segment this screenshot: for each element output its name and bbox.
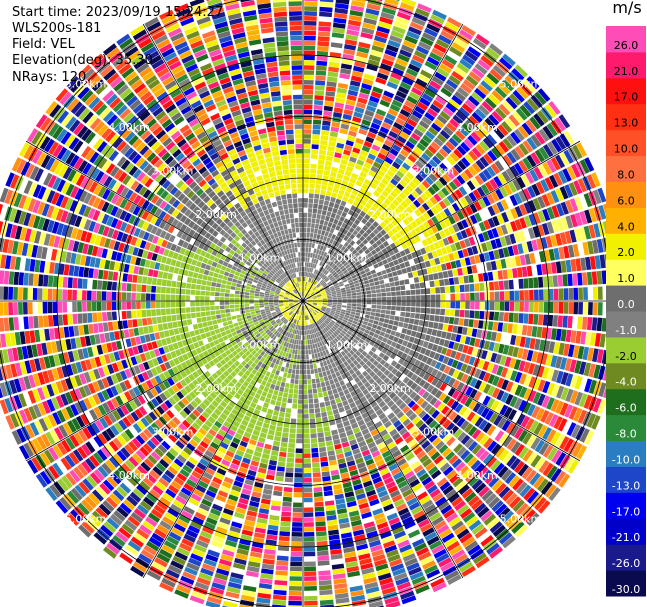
colorbar-unit: m/s — [612, 0, 642, 17]
range-labels: 1.00km 1.00km 1.00km 1.00km 2.00km 2.00km 2.00… — [65, 78, 541, 526]
colorbar-tick-label-6: -8.0 — [615, 428, 636, 441]
colorbar-tick-label-5: -10.0 — [612, 454, 640, 467]
velocity-gates — [0, 0, 623, 607]
colorbar-swatch-17 — [606, 129, 646, 157]
azimuth-spoke-120 — [302, 300, 581, 462]
colorbar-tick-label-15: 6.0 — [617, 194, 635, 207]
range-label-2-45: 2.00km — [369, 208, 411, 221]
colorbar-tick-label-0: -30.0 — [612, 583, 640, 596]
colorbar-swatch-18 — [606, 103, 646, 131]
range-label-1-225: 1.00km — [239, 338, 281, 351]
range-label-4-135: 4.00km — [456, 469, 498, 482]
azimuth-spoke-240 — [25, 300, 304, 462]
range-label-2-225: 2.00km — [195, 382, 237, 395]
colorbar-tick-label-12: 1.0 — [617, 272, 635, 285]
colorbar-tick-label-7: -6.0 — [615, 402, 636, 415]
azimuth-spoke-300 — [25, 140, 304, 302]
azimuth-spoke-60 — [302, 140, 581, 302]
colorbar-tick-label-18: 13.0 — [614, 117, 639, 130]
range-label-5-315: 5.00km — [65, 78, 107, 91]
range-label-5-225: 5.00km — [65, 512, 107, 525]
colorbar-tick-label-8: -4.0 — [615, 376, 636, 389]
colorbar-swatch-14 — [606, 207, 646, 234]
colorbar-tick-label-2: -21.0 — [612, 531, 640, 544]
colorbar-tick-label-11: 0.0 — [617, 298, 635, 311]
range-label-1-135: 1.00km — [326, 338, 368, 351]
colorbar-tick-label-3: -17.0 — [612, 505, 640, 518]
colorbar-tick-label-13: 2.0 — [617, 246, 635, 259]
colorbar-swatch-2 — [606, 518, 646, 545]
range-label-4-45: 4.00km — [456, 121, 498, 134]
colorbar-swatch-6 — [606, 414, 646, 442]
azimuth-spoke-150 — [302, 300, 464, 579]
colorbar-tick-label-21: 26.0 — [614, 39, 639, 52]
colorbar-swatch-15 — [606, 181, 646, 208]
range-label-5-45: 5.00km — [500, 78, 542, 91]
colorbar-swatch-21 — [606, 26, 646, 53]
elevation-label: Elevation(deg): 35.30 — [12, 53, 153, 68]
azimuth-spoke-210 — [142, 300, 304, 579]
colorbar-swatch-11 — [606, 285, 646, 312]
range-label-5-135: 5.00km — [500, 512, 542, 525]
start-time-label: Start time: 2023/09/19 15:24:27 — [12, 5, 224, 20]
range-label-3-45: 3.00km — [413, 165, 455, 178]
colorbar-swatch-12 — [606, 259, 646, 286]
range-label-2-135: 2.00km — [369, 382, 411, 395]
range-label-1-315: 1.00km — [239, 252, 281, 265]
colorbar-swatch-7 — [606, 388, 646, 416]
colorbar-swatch-1 — [606, 544, 646, 571]
range-label-4-315: 4.00km — [108, 121, 150, 134]
colorbar-swatch-4 — [606, 466, 646, 493]
colorbar-tick-label-16: 8.0 — [617, 169, 635, 182]
field-label: Field: VEL — [12, 37, 75, 52]
colorbar-swatch-3 — [606, 492, 646, 519]
azimuth-spoke-30 — [302, 23, 464, 302]
range-label-3-225: 3.00km — [152, 425, 194, 438]
range-label-3-315: 3.00km — [152, 165, 194, 178]
colorbar-swatch-13 — [606, 233, 646, 260]
azimuth-spoke-330 — [142, 23, 304, 302]
colorbar-tick-label-19: 17.0 — [614, 91, 639, 104]
range-label-4-225: 4.00km — [108, 469, 150, 482]
colorbar-swatch-5 — [606, 440, 646, 467]
colorbar-tick-label-1: -26.0 — [612, 557, 640, 570]
colorbar-swatch-9 — [606, 336, 646, 364]
colorbar-tick-label-9: -2.0 — [615, 350, 636, 363]
colorbar-swatch-19 — [606, 77, 646, 105]
colorbar-tick-label-14: 4.0 — [617, 220, 635, 233]
colorbar-tick-label-4: -13.0 — [612, 479, 640, 492]
colorbar-swatch-16 — [606, 155, 646, 182]
nrays-label: NRays: 120 — [12, 70, 87, 85]
station-label: WLS200s-181 — [12, 21, 102, 36]
colorbar-swatch-10 — [606, 311, 646, 338]
colorbar-tick-label-20: 21.0 — [614, 65, 639, 78]
range-label-1-45: 1.00km — [326, 252, 368, 265]
range-label-2-315: 2.00km — [195, 208, 237, 221]
colorbar-swatch-0 — [606, 570, 646, 597]
colorbar-swatch-20 — [606, 51, 646, 79]
colorbar-tick-label-17: 10.0 — [614, 143, 639, 156]
colorbar-tick-label-10: -1.0 — [615, 324, 636, 337]
colorbar-swatch-8 — [606, 362, 646, 390]
range-label-3-135: 3.00km — [413, 425, 455, 438]
